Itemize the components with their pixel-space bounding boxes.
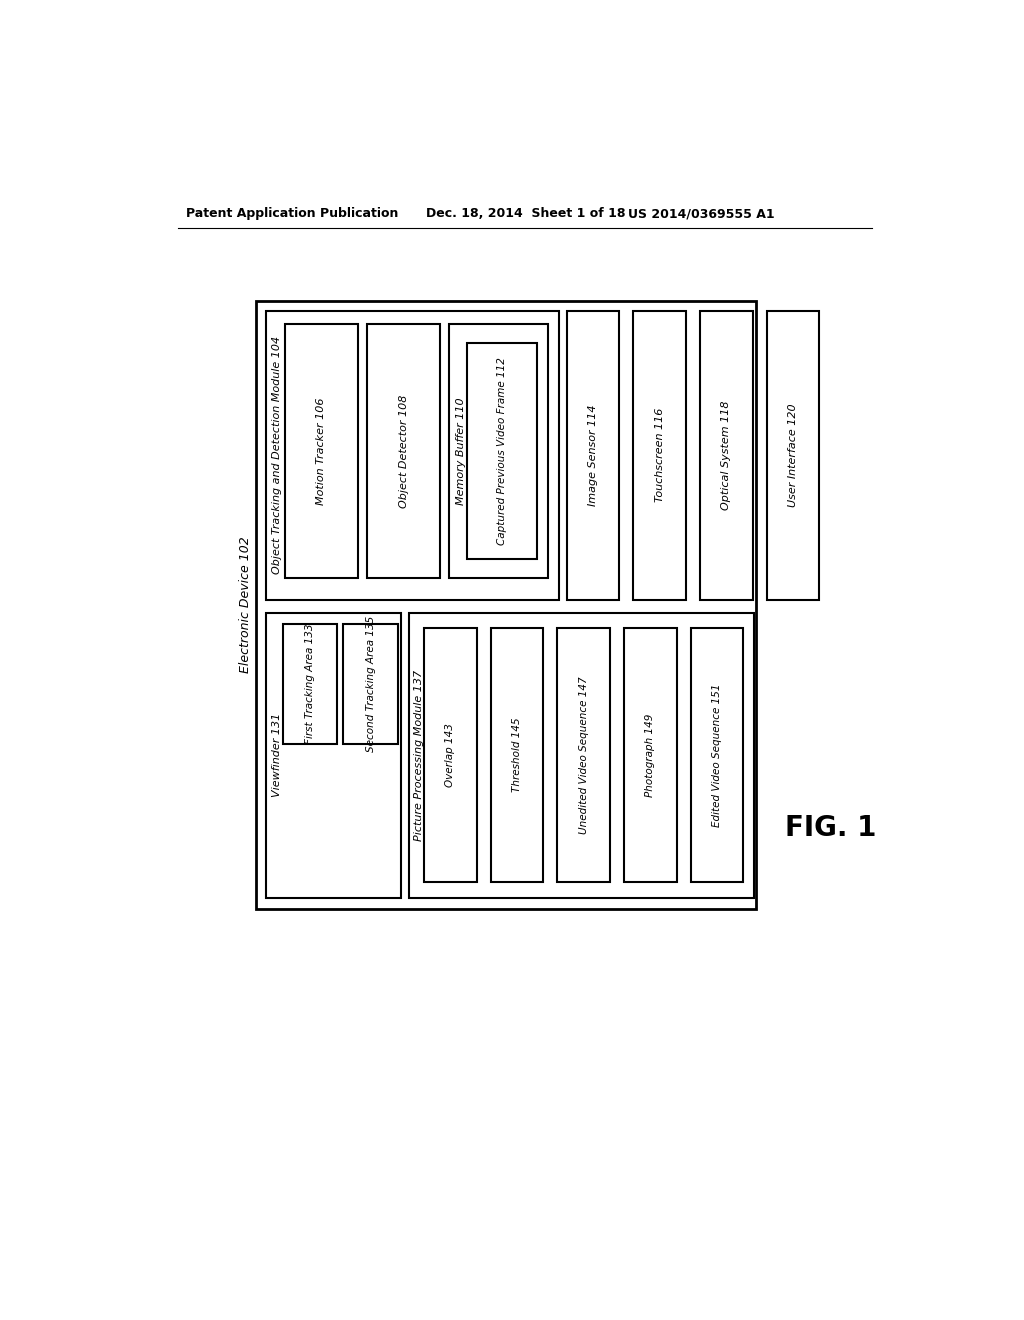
- Text: Edited Video Sequence 151: Edited Video Sequence 151: [712, 684, 722, 826]
- Text: US 2014/0369555 A1: US 2014/0369555 A1: [628, 207, 774, 220]
- Bar: [449, 323, 548, 578]
- Bar: [266, 612, 400, 898]
- Text: Electronic Device 102: Electronic Device 102: [239, 537, 252, 673]
- Bar: [256, 301, 756, 909]
- Bar: [283, 624, 337, 743]
- Bar: [566, 312, 620, 599]
- Bar: [767, 312, 819, 599]
- Text: Image Sensor 114: Image Sensor 114: [588, 404, 598, 506]
- Bar: [467, 343, 538, 558]
- Bar: [409, 612, 755, 898]
- Text: Threshold 145: Threshold 145: [512, 718, 522, 792]
- Bar: [285, 323, 358, 578]
- Text: Motion Tracker 106: Motion Tracker 106: [316, 397, 327, 504]
- Bar: [424, 628, 477, 882]
- Text: Dec. 18, 2014  Sheet 1 of 18: Dec. 18, 2014 Sheet 1 of 18: [426, 207, 626, 220]
- Text: Object Tracking and Detection Module 104: Object Tracking and Detection Module 104: [271, 337, 282, 574]
- Bar: [700, 312, 753, 599]
- Bar: [557, 628, 610, 882]
- Text: Captured Previous Video Frame 112: Captured Previous Video Frame 112: [498, 358, 507, 545]
- Text: Photograph 149: Photograph 149: [645, 714, 655, 797]
- Bar: [266, 312, 559, 599]
- Text: Overlap 143: Overlap 143: [445, 723, 456, 787]
- Bar: [367, 323, 440, 578]
- Text: Picture Processing Module 137: Picture Processing Module 137: [415, 669, 424, 841]
- Text: Patent Application Publication: Patent Application Publication: [186, 207, 398, 220]
- Text: Unedited Video Sequence 147: Unedited Video Sequence 147: [579, 676, 589, 834]
- Text: Optical System 118: Optical System 118: [721, 400, 731, 510]
- Bar: [343, 624, 397, 743]
- Bar: [490, 628, 544, 882]
- Text: Viewfinder 131: Viewfinder 131: [271, 713, 282, 797]
- Text: Touchscreen 116: Touchscreen 116: [654, 408, 665, 503]
- Text: FIG. 1: FIG. 1: [785, 814, 877, 842]
- Text: Second Tracking Area 135: Second Tracking Area 135: [366, 616, 376, 752]
- Text: First Tracking Area 133: First Tracking Area 133: [305, 623, 315, 744]
- Text: Object Detector 108: Object Detector 108: [398, 395, 409, 508]
- Bar: [624, 628, 677, 882]
- Bar: [690, 628, 743, 882]
- Bar: [633, 312, 686, 599]
- Text: User Interface 120: User Interface 120: [787, 404, 798, 507]
- Text: Memory Buffer 110: Memory Buffer 110: [457, 397, 466, 504]
